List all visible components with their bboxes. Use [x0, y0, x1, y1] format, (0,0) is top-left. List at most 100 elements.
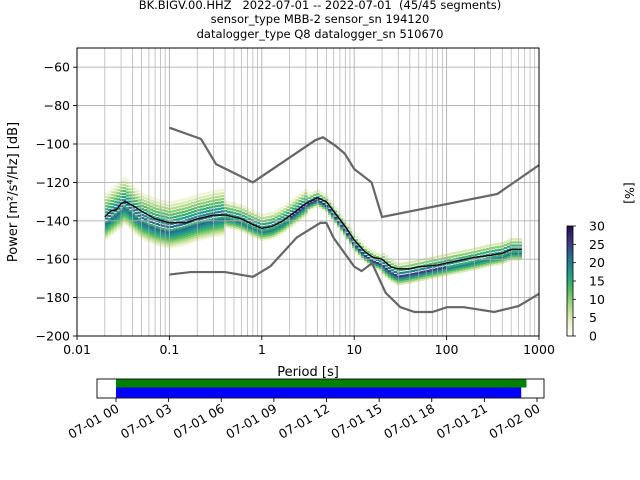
heatmap-cell	[280, 206, 284, 210]
heatmap-cell	[176, 199, 180, 203]
heatmap-cell	[140, 198, 144, 201]
heatmap-cell	[200, 214, 204, 217]
heatmap-cell	[310, 195, 314, 198]
heatmap-cell	[143, 209, 147, 212]
heatmap-cell	[140, 229, 144, 232]
heatmap-cell	[220, 222, 225, 225]
heatmap-cell	[453, 270, 457, 273]
heatmap-cell	[238, 216, 243, 219]
heatmap-cell	[340, 215, 344, 218]
heatmap-cell	[337, 224, 341, 227]
heatmap-cell	[122, 186, 126, 190]
heatmap-cell	[485, 257, 490, 260]
heatmap-cell	[292, 204, 296, 207]
heatmap-cell	[351, 243, 356, 246]
heatmap-cell	[164, 241, 168, 245]
heatmap-cell	[217, 216, 222, 220]
heatmap-cell	[125, 208, 129, 211]
heatmap-cell	[200, 230, 204, 233]
heatmap-cell	[161, 200, 165, 203]
heatmap-cell	[173, 233, 177, 237]
heatmap-cell	[217, 195, 222, 198]
heatmap-cell	[310, 201, 314, 204]
heatmap-cell	[146, 198, 150, 201]
heatmap-cell	[244, 216, 249, 219]
heatmap-cell	[465, 265, 469, 268]
heatmap-cell	[295, 215, 299, 218]
heatmap-cell	[453, 261, 457, 264]
heatmap-cell	[152, 225, 156, 228]
heatmap-cell	[176, 242, 180, 246]
heatmap-cell	[104, 233, 109, 237]
heatmap-cell	[512, 241, 517, 244]
heatmap-cell	[220, 210, 225, 213]
heatmap-cell	[188, 228, 192, 231]
colorbar-segment	[567, 229, 573, 232]
heatmap-cell	[191, 225, 195, 228]
coverage-tick-label: 07-01 18	[381, 401, 437, 442]
heatmap-cell	[125, 179, 129, 182]
heatmap-cell	[215, 192, 219, 196]
heatmap-cell	[372, 260, 377, 263]
heatmap-cell	[128, 215, 132, 218]
heatmap-cell	[152, 227, 156, 230]
heatmap-cell	[384, 269, 389, 272]
heatmap-cell	[134, 212, 138, 215]
heatmap-cell	[271, 217, 275, 221]
heatmap-cell	[164, 213, 168, 216]
heatmap-cell	[390, 263, 394, 266]
heatmap-cell	[295, 196, 299, 199]
heatmap-cell	[405, 279, 409, 283]
heatmap-cell	[128, 225, 132, 228]
heatmap-cell	[512, 254, 517, 257]
heatmap-cell	[191, 238, 195, 241]
heatmap-cell	[155, 226, 159, 229]
heatmap-cell	[220, 227, 225, 231]
heatmap-cell	[140, 227, 144, 230]
heatmap-cell	[143, 215, 147, 218]
heatmap-cell	[354, 245, 359, 248]
heatmap-cell	[146, 204, 150, 207]
heatmap-cell	[176, 205, 180, 209]
heatmap-cell	[459, 270, 463, 273]
heatmap-cell	[170, 238, 174, 241]
heatmap-cell	[116, 227, 121, 231]
heatmap-cell	[286, 225, 290, 229]
heatmap-cell	[420, 274, 424, 278]
heatmap-cell	[369, 255, 374, 259]
heatmap-cell	[113, 226, 118, 229]
heatmap-cell	[468, 261, 472, 264]
heatmap-cell	[447, 273, 451, 276]
colorbar-segment	[567, 292, 573, 295]
heatmap-cell	[116, 212, 121, 215]
heatmap-cell	[426, 266, 430, 269]
heatmap-cell	[238, 229, 243, 232]
heatmap-cell	[203, 225, 207, 228]
heatmap-cell	[319, 191, 323, 194]
heatmap-cell	[217, 207, 222, 210]
heatmap-cell	[232, 212, 237, 215]
heatmap-cell	[456, 260, 460, 263]
heatmap-cell	[152, 242, 156, 245]
heatmap-cell	[298, 216, 302, 220]
heatmap-cell	[107, 208, 112, 211]
heatmap-cell	[185, 203, 189, 206]
heatmap-cell	[238, 225, 243, 228]
heatmap-cell	[351, 232, 356, 235]
heatmap-cell	[408, 264, 412, 267]
heatmap-cell	[262, 236, 266, 239]
heatmap-cell	[122, 220, 126, 223]
heatmap-cell	[313, 203, 317, 207]
heatmap-cell	[468, 266, 472, 270]
heatmap-cell	[182, 226, 186, 229]
heatmap-cell	[137, 217, 141, 220]
heatmap-cell	[262, 232, 266, 236]
heatmap-cell	[491, 255, 496, 259]
heatmap-cell	[191, 207, 195, 211]
heatmap-cell	[220, 218, 225, 221]
heatmap-cell	[447, 271, 451, 274]
heatmap-cell	[194, 226, 198, 229]
heatmap-cell	[116, 225, 121, 229]
